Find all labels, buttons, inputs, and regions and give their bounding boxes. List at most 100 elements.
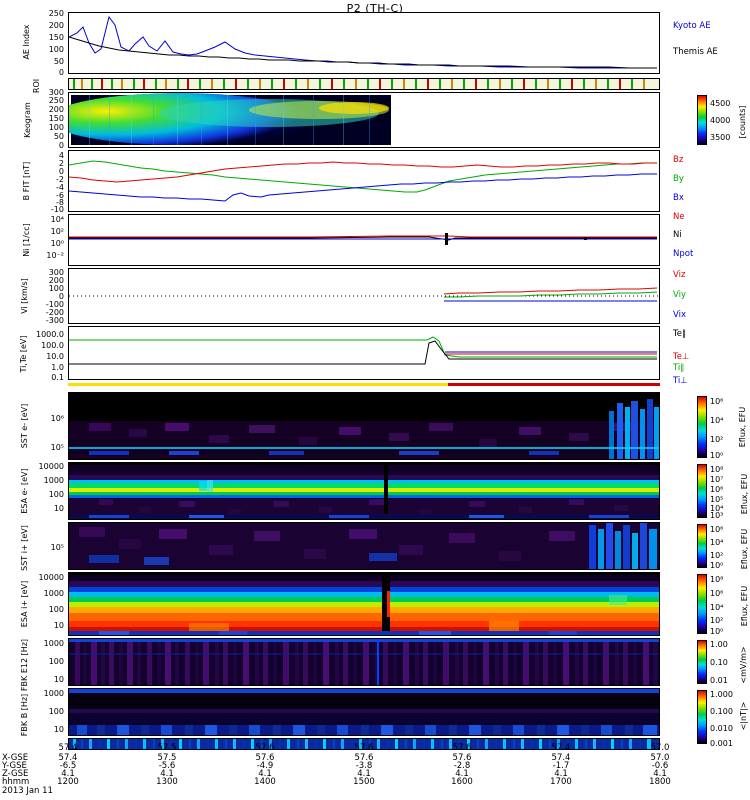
legend-by: By bbox=[673, 174, 684, 184]
panel-ti-te bbox=[68, 326, 660, 380]
fbk-b-cbtick: 0.100 bbox=[710, 707, 733, 716]
xtick-z-gse: 4.1 bbox=[653, 769, 667, 779]
esa-e-cbtick: 10⁵ bbox=[710, 495, 724, 504]
ae-plot-area bbox=[69, 15, 657, 69]
fbk-e-ytick: 1000 bbox=[43, 639, 64, 648]
sst-e-cbtick: 10⁰ bbox=[710, 451, 724, 460]
fbk-b-cbtick: 0.010 bbox=[710, 724, 733, 733]
ni-ylabel: Ni [1/cc] bbox=[22, 223, 31, 257]
xtick-z-gse: 4.1 bbox=[160, 769, 174, 779]
bfit-ytick: 2 bbox=[58, 159, 64, 168]
xtick-x-gse: 57.0 bbox=[650, 753, 670, 763]
esa-i-cblabel: Eflux, EFU bbox=[740, 585, 749, 627]
legend-ne: Ne bbox=[673, 212, 685, 222]
esa-e-ytick: 10000 bbox=[38, 462, 64, 471]
xtick-y-gse: -5.6 bbox=[158, 761, 176, 771]
fbk-b-image bbox=[69, 689, 659, 735]
ni-ytick: 10² bbox=[50, 227, 64, 236]
esa-e-texture bbox=[99, 480, 628, 515]
bottom-strip-image bbox=[69, 739, 659, 749]
ae-ytick: 0 bbox=[58, 68, 64, 77]
fbk-b-cbtick: 1.000 bbox=[710, 690, 733, 699]
legend-themis-ae: Themis AE bbox=[673, 47, 718, 57]
ti-ytick: 1000.0 bbox=[36, 330, 64, 339]
panel-bfit bbox=[68, 150, 660, 212]
ni-ytick: 10⁻² bbox=[46, 251, 64, 260]
panel-ni bbox=[68, 214, 660, 266]
esa-i-cbtick: 10² bbox=[710, 616, 724, 625]
xtick-hhmm: 1300 bbox=[156, 777, 178, 787]
xtick-hhmm: 1500 bbox=[353, 777, 375, 787]
fbk-e12-colorbar bbox=[697, 640, 707, 684]
fbk-b-stripes bbox=[77, 725, 657, 735]
vi-ytick: -300 bbox=[45, 316, 64, 325]
series-viy bbox=[444, 291, 658, 298]
page-title: P2 (TH-C) bbox=[346, 2, 404, 15]
sst-i-cbtick: 10² bbox=[710, 551, 724, 560]
keogram-cblabel: [counts] bbox=[738, 105, 747, 139]
xtick-top-value: 57.6 bbox=[452, 743, 472, 753]
xaxis-row-label-z-gse: Z-GSE bbox=[2, 769, 29, 779]
panel-vi bbox=[68, 268, 660, 324]
esa-ion-image bbox=[69, 573, 659, 635]
fbk-e-cbtick: 0.01 bbox=[710, 676, 728, 685]
esa-i-cbtick: 10⁴ bbox=[710, 603, 724, 612]
bfit-ytick: -6 bbox=[56, 191, 64, 200]
vi-ytick: -100 bbox=[45, 300, 64, 309]
xtick-x-gse: 57.6 bbox=[354, 753, 374, 763]
fbk-b-cbtick: 0.001 bbox=[710, 739, 733, 748]
series-ti-par bbox=[69, 336, 657, 358]
fbk-e-ytick: 100 bbox=[48, 657, 64, 666]
sst-e-cbtick: 10⁴ bbox=[710, 416, 724, 425]
esa-i-ytick: 10 bbox=[53, 621, 64, 630]
esa-electron-image bbox=[69, 463, 659, 519]
ni-ytick: 10⁰ bbox=[50, 239, 64, 248]
esa-ion-data-gap bbox=[382, 573, 390, 635]
sst-i-pixels bbox=[79, 523, 657, 569]
vi-plot-area bbox=[69, 287, 659, 302]
bfit-ylabel: B FIT [nT] bbox=[22, 161, 31, 201]
series-te-par bbox=[69, 340, 657, 365]
xtick-y-gse: -3.8 bbox=[355, 761, 373, 771]
legend-kyoto-ae: Kyoto AE bbox=[673, 21, 711, 31]
fbk-b-cblabel: <|nT|> bbox=[739, 701, 748, 731]
panel-ae-index bbox=[68, 12, 660, 74]
sst-i-cblabel: Eflux, EFU bbox=[740, 528, 749, 570]
legend-ti-par: Ti∥ bbox=[673, 363, 685, 373]
ti-te-plot-area bbox=[69, 336, 657, 365]
legend-viy: Viy bbox=[673, 290, 687, 300]
esa-ion-colorbar bbox=[697, 574, 707, 634]
fbk-e12-image bbox=[69, 639, 659, 685]
sst-ion-image bbox=[69, 523, 659, 569]
esa-e-ytick: 10 bbox=[53, 504, 64, 513]
panel-fbk-b bbox=[68, 688, 660, 736]
ti-ytick: 0.1 bbox=[51, 373, 64, 382]
esa-e-cbtick: 10⁷ bbox=[710, 475, 724, 484]
panel-esa-ion bbox=[68, 572, 660, 636]
fbk-e12-stripes bbox=[75, 642, 658, 685]
legend-ti-perp: Ti⊥ bbox=[673, 376, 688, 386]
sst-i-cbtick: 10⁶ bbox=[710, 525, 724, 534]
esa-e-cbtick: 10⁸ bbox=[710, 465, 724, 474]
keogram-ytick: 50 bbox=[53, 132, 64, 141]
bfit-ytick: 4 bbox=[58, 151, 64, 160]
xtick-y-gse: -4.9 bbox=[256, 761, 274, 771]
ti-ytick: 1.0 bbox=[51, 363, 64, 372]
ae-index-ylabel: AE Index bbox=[22, 24, 31, 60]
sst-ion-colorbar bbox=[697, 524, 707, 568]
panel-esa-electron bbox=[68, 462, 660, 520]
legend-bz: Bz bbox=[673, 155, 684, 165]
keogram-cbtick: 3500 bbox=[710, 133, 731, 142]
keogram-ytick: 100 bbox=[48, 123, 64, 132]
panel-keogram bbox=[68, 92, 660, 148]
xtick-x-gse: 57.4 bbox=[551, 753, 571, 763]
panel-sst-electron bbox=[68, 392, 660, 460]
sst-electron-ylabel: SST e- [eV] bbox=[20, 403, 29, 449]
roi-ticks bbox=[73, 79, 645, 89]
vi-ytick: 0 bbox=[58, 292, 64, 301]
esa-e-cblabel: Eflux, EFU bbox=[740, 473, 749, 515]
fbk-b-ytick: 10 bbox=[53, 725, 64, 734]
esa-i-ytick: 1000 bbox=[43, 589, 64, 598]
sst-e-ytick: 10⁶ bbox=[50, 414, 64, 423]
